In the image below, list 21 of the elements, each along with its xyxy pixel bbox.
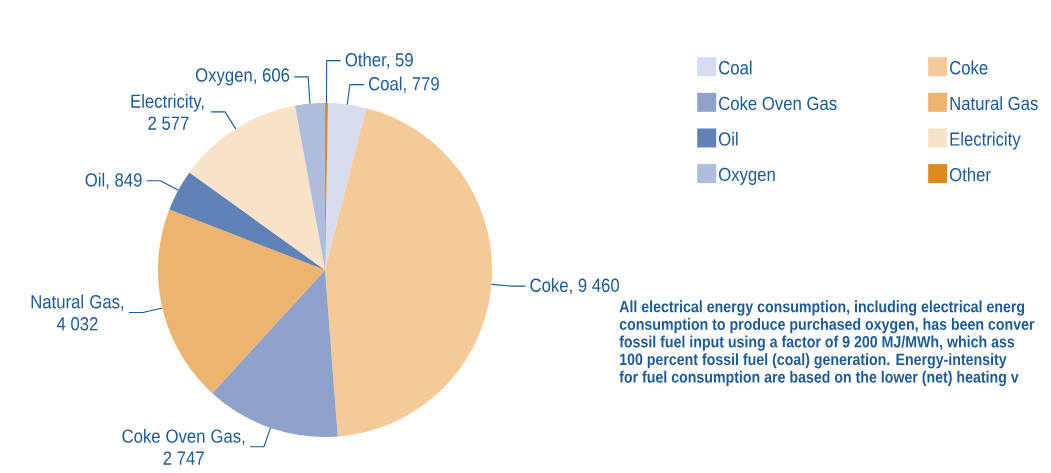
text: 100 percent fossil fuel (coal) generation. Energy-intensity [620, 353, 1007, 369]
legend-label: Coke [950, 60, 988, 75]
text: consumption to produce purchased oxygen, has been conver [619, 317, 1035, 334]
data-label: Oil, 849 [85, 172, 142, 189]
data-label: Coke, 9 460 [530, 278, 620, 295]
legend-label: Oxygen [718, 167, 775, 185]
text: for fuel consumption are based on the lower (net) heating v [619, 370, 1019, 387]
legend-label: Natural Gas [950, 96, 1038, 111]
data-label: Oxygen, 606 [195, 68, 290, 86]
legend-label: Oil [718, 131, 738, 146]
data-label: Natural Gas, 4 032 [31, 294, 124, 331]
legend-label: Electricity [950, 131, 1021, 150]
legend-label: Other [949, 167, 991, 182]
legend-label: Coal [719, 60, 752, 75]
text: fossil fuel input using a factor of 9 200 MJ/MWh, which ass [619, 335, 1015, 351]
legend-label: Coke Oven Gas [719, 96, 837, 111]
data-label: Electricity, 2 577 [131, 93, 204, 130]
data-label: Coke Oven Gas, 2 747 [122, 428, 245, 465]
data-label: Coal, 779 [368, 76, 439, 93]
data-label: Other, 59 [345, 52, 413, 69]
text: All electrical energy consumption, including electrical energ [619, 300, 1025, 316]
